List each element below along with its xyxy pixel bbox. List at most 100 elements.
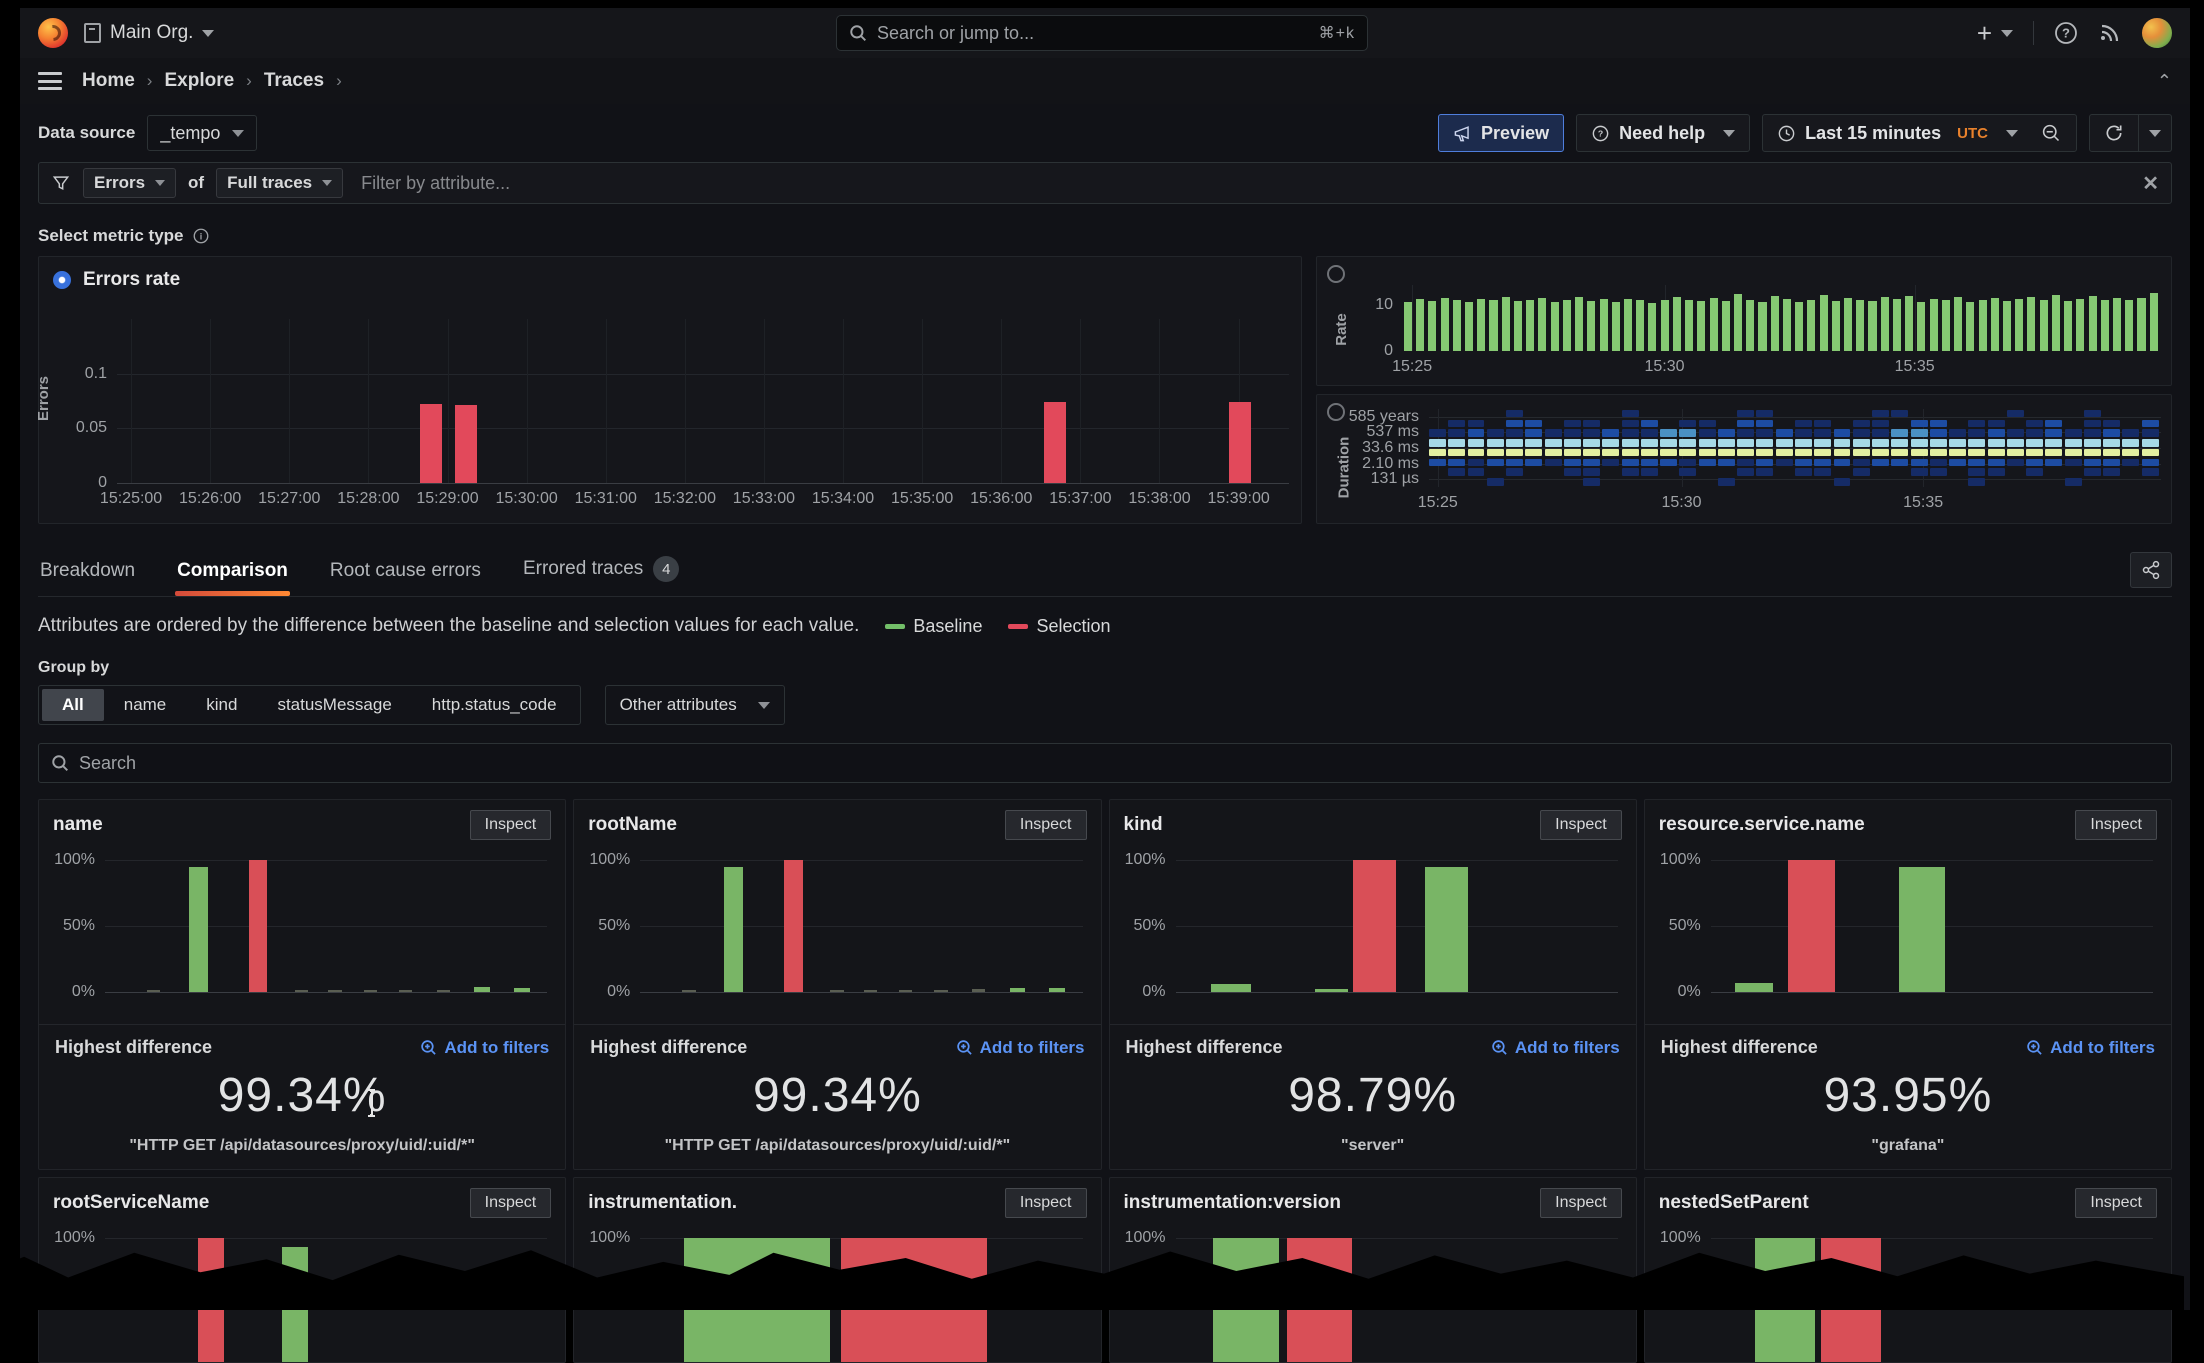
attribute-panel: resource.service.name Inspect 100% 50% 0% … [1643, 799, 2172, 1170]
share-button[interactable] [2130, 552, 2172, 588]
rate-chart: 10 0 15:25 15:30 15:35 [1375, 285, 2161, 375]
rate-panel[interactable]: 10 0 15:25 15:30 15:35 Rate [1316, 256, 2172, 386]
inspect-button[interactable]: Inspect [1004, 1188, 1087, 1218]
add-to-filters-link[interactable]: Add to filters [956, 1038, 1085, 1058]
zoom-plus-icon [1492, 1040, 1507, 1055]
zoom-plus-icon [2027, 1040, 2042, 1055]
menu-toggle-icon[interactable] [38, 72, 62, 90]
inspect-button[interactable]: Inspect [469, 1188, 552, 1218]
breadcrumb-explore[interactable]: Explore [164, 70, 235, 91]
filter-attribute-input[interactable]: Filter by attribute... [361, 172, 511, 193]
chevron-down-icon [322, 180, 333, 186]
svg-text:?: ? [2062, 26, 2070, 41]
inspect-button[interactable]: Inspect [1004, 810, 1087, 840]
grafana-logo-icon[interactable] [38, 18, 68, 48]
tab-errored-traces[interactable]: Errored traces 4 [521, 546, 681, 596]
global-search-input[interactable]: Search or jump to... ⌘+k [836, 15, 1368, 51]
highest-difference-value: 99.34% [217, 1069, 387, 1122]
duration-radio[interactable] [1327, 403, 1345, 421]
panel-divider [574, 1024, 1101, 1025]
inspect-button[interactable]: Inspect [2075, 1188, 2157, 1218]
clear-filter-icon[interactable]: ✕ [2142, 172, 2159, 195]
group-by-label: Group by [38, 659, 110, 676]
chip-all[interactable]: All [42, 689, 104, 721]
breadcrumb-home[interactable]: Home [82, 70, 135, 91]
tab-comparison[interactable]: Comparison [175, 550, 290, 596]
need-help-button[interactable]: ? Need help [1576, 114, 1751, 152]
attribute-panel-title: instrumentation:version [1123, 1192, 1341, 1213]
breadcrumb-traces[interactable]: Traces [263, 70, 325, 91]
chevron-down-icon [757, 701, 770, 709]
panel-divider [39, 1024, 566, 1025]
info-icon[interactable]: i [192, 227, 210, 245]
breadcrumb-separator: › [146, 71, 153, 90]
attribute-panel-title: rootName [588, 814, 677, 835]
add-new-button[interactable]: + [1977, 18, 2013, 49]
funnel-icon [52, 176, 70, 191]
metric-type-label-row: Select metric type i [38, 226, 2172, 246]
duration-panel[interactable]: 585 years 537 ms 33.6 ms 2.10 ms 131 µs 15:25… [1316, 394, 2172, 524]
news-rss-icon[interactable] [2098, 21, 2122, 45]
chip-statusMessage[interactable]: statusMessage [277, 695, 392, 714]
breadcrumb-row: Home › Explore › Traces › ⌃ [20, 58, 2190, 104]
attribute-panel-title: kind [1123, 814, 1163, 835]
legend-selection: Selection [1008, 616, 1111, 637]
chip-kind[interactable]: kind [206, 695, 238, 714]
datasource-value: _tempo [160, 122, 221, 143]
errors-rate-radio[interactable] [53, 271, 71, 289]
inspect-button[interactable]: Inspect [1540, 1188, 1622, 1218]
chevron-down-icon [1723, 129, 1736, 137]
chip-name[interactable]: name [123, 695, 167, 714]
tab-breakdown[interactable]: Breakdown [40, 560, 136, 581]
selection-swatch [1008, 623, 1029, 629]
breadcrumb-separator: › [336, 71, 342, 90]
help-icon[interactable]: ? [2054, 21, 2078, 45]
grafana-app: Main Org. Search or jump to... ⌘+k + ? H… [20, 8, 2190, 1363]
zoom-out-icon[interactable] [2041, 123, 2062, 144]
legend-baseline: Baseline [885, 616, 982, 637]
errors-rate-panel[interactable]: Errors rate 0.1 0.05 0 15:25:00 15:26:00 15:2… [35, 256, 1302, 524]
chevron-down-icon [2149, 129, 2161, 137]
highest-difference-caption: "HTTP GET /api/datasources/proxy/uid/:ui… [129, 1137, 475, 1154]
svg-text:i: i [199, 231, 202, 241]
preview-button[interactable]: Preview [1438, 114, 1565, 152]
datasource-label: Data source [38, 123, 136, 142]
attribute-mini-chart: 100%50%0% [1653, 850, 2157, 1010]
shortcut-hint: ⌘+k [1318, 25, 1355, 42]
panel-divider [1109, 1024, 1636, 1025]
zoom-plus-icon [956, 1040, 972, 1055]
search-icon [850, 25, 866, 41]
attribute-search-input[interactable]: Search [38, 743, 2172, 783]
add-to-filters-link[interactable]: Add to filters [420, 1038, 549, 1058]
inspect-button[interactable]: Inspect [1540, 810, 1622, 840]
rate-radio[interactable] [1327, 265, 1345, 283]
highest-difference-caption: "grafana" [1871, 1137, 1945, 1154]
chevron-down-icon[interactable] [202, 29, 215, 37]
datasource-picker[interactable]: _tempo [147, 115, 258, 151]
toolbar: Data source _tempo Preview ? Need help L… [20, 104, 2190, 160]
attribute-panel-title: instrumentation. [588, 1192, 738, 1213]
add-to-filters-link[interactable]: Add to filters [1491, 1038, 1620, 1058]
megaphone-icon [1454, 125, 1469, 141]
refresh-button[interactable] [2089, 114, 2139, 152]
add-to-filters-link[interactable]: Add to filters [2026, 1038, 2155, 1058]
filter-secondary-select[interactable]: Full traces [216, 168, 344, 198]
refresh-interval-button[interactable] [2139, 114, 2172, 152]
inspect-button[interactable]: Inspect [469, 810, 552, 840]
collapse-chevron-icon[interactable]: ⌃ [2156, 70, 2172, 91]
highest-difference-value: 93.95% [1823, 1069, 1993, 1122]
other-attributes-select[interactable]: Other attributes [604, 685, 785, 725]
chip-http-status-code[interactable]: http.status_code [431, 695, 557, 714]
filter-primary-select[interactable]: Errors [83, 168, 177, 198]
highest-difference-caption: "HTTP GET /api/datasources/proxy/uid/:ui… [664, 1137, 1011, 1154]
attribute-panel-footer: Highest difference Add to filters 99.34%… [39, 1025, 565, 1169]
org-switcher[interactable]: Main Org. [110, 22, 194, 43]
svg-text:?: ? [1598, 128, 1603, 138]
panel-divider [1644, 1024, 2171, 1025]
share-icon [2142, 560, 2160, 580]
inspect-button[interactable]: Inspect [2075, 810, 2157, 840]
tab-root-cause-errors[interactable]: Root cause errors [329, 560, 481, 581]
errored-traces-count-badge: 4 [653, 556, 680, 582]
user-avatar[interactable] [2142, 18, 2172, 48]
time-range-picker[interactable]: Last 15 minutes UTC [1762, 114, 2077, 152]
